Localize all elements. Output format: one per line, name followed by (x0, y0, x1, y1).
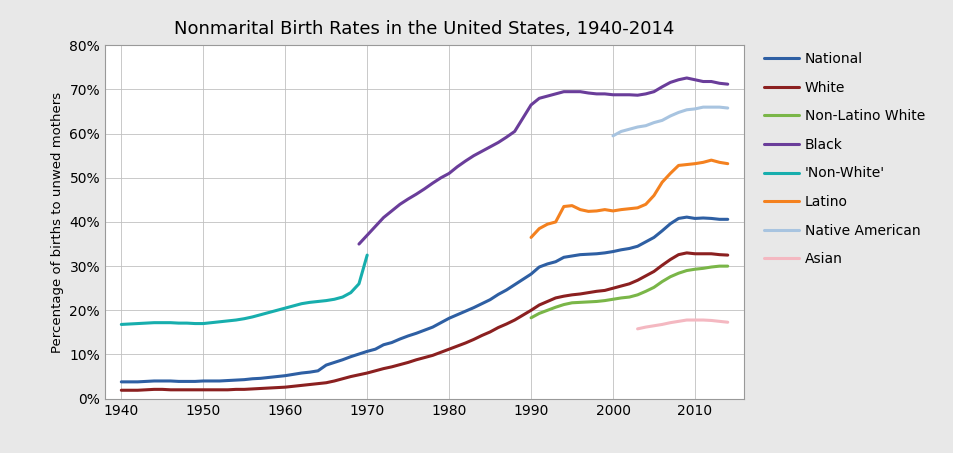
Legend: National, White, Non-Latino White, Black, 'Non-White', Latino, Native American, : National, White, Non-Latino White, Black… (757, 45, 931, 273)
Title: Nonmarital Birth Rates in the United States, 1940-2014: Nonmarital Birth Rates in the United Sta… (174, 20, 674, 38)
Y-axis label: Percentage of births to unwed mothers: Percentage of births to unwed mothers (51, 92, 64, 352)
